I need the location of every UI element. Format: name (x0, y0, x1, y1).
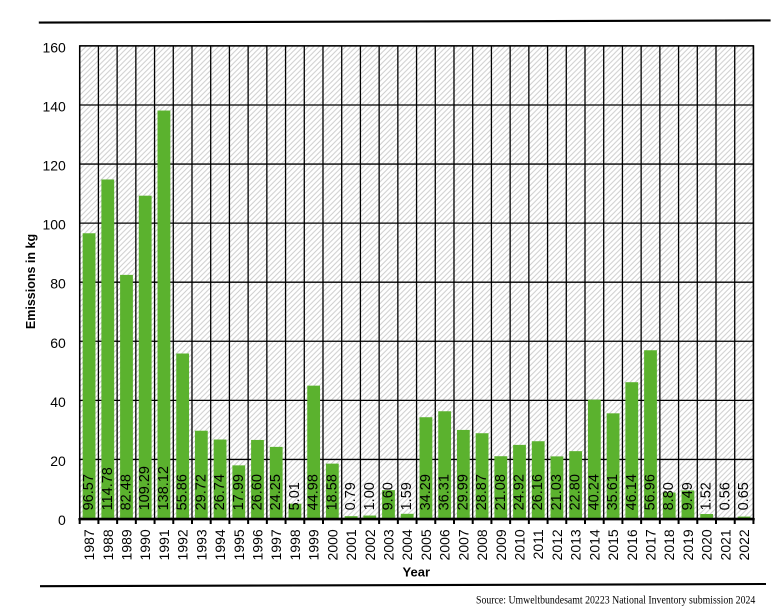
svg-text:1.00: 1.00 (362, 482, 378, 510)
svg-text:Emissions in kg: Emissions in kg (24, 234, 38, 329)
svg-text:96.57: 96.57 (81, 474, 97, 510)
svg-text:2010: 2010 (512, 529, 528, 560)
svg-text:2016: 2016 (624, 529, 640, 560)
svg-text:1995: 1995 (231, 529, 247, 560)
svg-text:22.80: 22.80 (568, 474, 584, 510)
svg-text:1992: 1992 (175, 529, 191, 560)
svg-text:35.61: 35.61 (605, 474, 621, 510)
svg-text:2019: 2019 (680, 529, 696, 560)
svg-text:1994: 1994 (212, 529, 228, 560)
svg-text:26.60: 26.60 (249, 474, 265, 510)
svg-text:26.74: 26.74 (212, 474, 228, 510)
svg-text:9.49: 9.49 (680, 482, 696, 510)
svg-text:Source: Umweltbundesamt 20223: Source: Umweltbundesamt 20223 National I… (476, 595, 756, 607)
svg-text:46.14: 46.14 (624, 474, 640, 510)
svg-text:109.29: 109.29 (137, 466, 153, 510)
svg-text:1999: 1999 (306, 529, 322, 560)
svg-text:17.99: 17.99 (231, 474, 247, 510)
svg-text:2012: 2012 (549, 529, 565, 560)
svg-text:2022: 2022 (736, 529, 752, 560)
svg-text:2020: 2020 (699, 529, 715, 560)
svg-text:1.59: 1.59 (399, 482, 415, 510)
svg-text:26.16: 26.16 (530, 474, 546, 510)
svg-text:18.58: 18.58 (324, 474, 340, 510)
svg-text:21.03: 21.03 (549, 474, 565, 510)
svg-text:9.60: 9.60 (380, 482, 396, 510)
svg-text:28.87: 28.87 (474, 474, 490, 510)
svg-text:1.52: 1.52 (699, 482, 715, 510)
svg-text:21.08: 21.08 (493, 474, 509, 510)
svg-text:140: 140 (42, 98, 66, 114)
svg-text:8.80: 8.80 (661, 482, 677, 510)
svg-text:100: 100 (42, 217, 66, 233)
svg-text:1993: 1993 (193, 529, 209, 560)
svg-text:2018: 2018 (661, 529, 677, 560)
svg-text:40.24: 40.24 (586, 474, 602, 510)
svg-text:2009: 2009 (493, 529, 509, 560)
svg-text:1989: 1989 (118, 529, 134, 560)
svg-text:2008: 2008 (474, 529, 490, 560)
svg-text:1998: 1998 (287, 529, 303, 560)
svg-text:2017: 2017 (643, 529, 659, 560)
svg-text:1996: 1996 (249, 529, 265, 560)
svg-text:2013: 2013 (568, 529, 584, 560)
svg-text:2000: 2000 (324, 529, 340, 560)
svg-text:60: 60 (50, 335, 66, 351)
svg-text:34.29: 34.29 (418, 474, 434, 510)
svg-text:24.25: 24.25 (268, 474, 284, 510)
svg-text:2004: 2004 (399, 529, 415, 560)
svg-text:2015: 2015 (605, 529, 621, 560)
svg-text:2011: 2011 (530, 529, 546, 559)
svg-text:1997: 1997 (268, 529, 284, 560)
svg-text:114.78: 114.78 (100, 467, 116, 510)
svg-text:1990: 1990 (137, 529, 153, 560)
svg-text:1987: 1987 (81, 529, 97, 560)
svg-text:29.72: 29.72 (193, 474, 209, 510)
svg-text:0: 0 (58, 512, 66, 528)
svg-text:2021: 2021 (717, 529, 733, 560)
svg-text:138.12: 138.12 (156, 466, 172, 510)
svg-text:20: 20 (50, 453, 66, 469)
svg-text:2014: 2014 (586, 529, 602, 560)
svg-text:2002: 2002 (362, 529, 378, 560)
svg-text:160: 160 (42, 39, 66, 55)
svg-text:Year: Year (403, 565, 430, 580)
svg-text:0.56: 0.56 (717, 482, 733, 510)
svg-text:44.98: 44.98 (306, 474, 322, 510)
svg-text:2006: 2006 (437, 529, 453, 560)
svg-text:80: 80 (50, 276, 66, 292)
svg-text:29.99: 29.99 (455, 474, 471, 510)
svg-text:120: 120 (42, 158, 66, 174)
svg-text:56.96: 56.96 (643, 474, 659, 510)
svg-text:24.92: 24.92 (512, 474, 528, 510)
svg-text:0.79: 0.79 (343, 482, 359, 510)
svg-text:2003: 2003 (380, 529, 396, 560)
svg-text:40: 40 (50, 394, 66, 410)
svg-text:1991: 1991 (156, 529, 172, 560)
svg-text:2005: 2005 (418, 529, 434, 560)
svg-text:0.65: 0.65 (736, 482, 752, 510)
svg-text:55.86: 55.86 (175, 474, 191, 510)
svg-text:1988: 1988 (100, 529, 116, 560)
svg-text:36.31: 36.31 (437, 474, 453, 510)
svg-text:2001: 2001 (343, 529, 359, 560)
svg-text:82.48: 82.48 (118, 474, 134, 510)
svg-text:2007: 2007 (455, 529, 471, 560)
svg-text:5.01: 5.01 (287, 482, 303, 510)
